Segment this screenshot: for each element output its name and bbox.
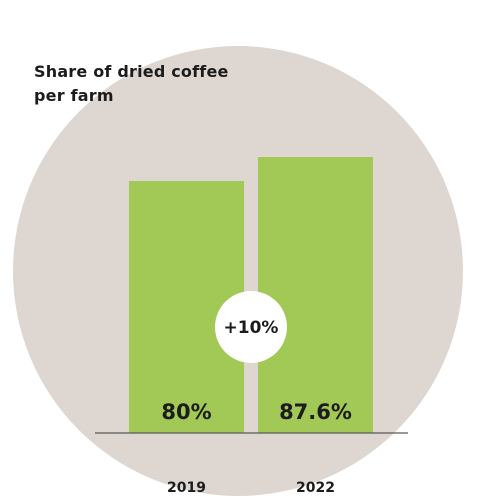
x-tick-labels: 2019 2022 — [167, 480, 335, 496]
chart-title-line-2: per farm — [34, 86, 114, 105]
change-badge: +10% — [215, 291, 287, 363]
x-tick-label-2019: 2019 — [167, 480, 206, 496]
change-badge-circle — [215, 291, 287, 363]
change-badge-label: +10% — [224, 318, 279, 338]
value-label-2022: 87.6% — [279, 400, 352, 424]
value-label-2019: 80% — [161, 400, 211, 424]
value-labels: 80% 87.6% — [161, 400, 352, 424]
chart-title: Share of dried coffee per farm — [34, 60, 294, 108]
bar-2022 — [258, 157, 373, 433]
x-tick-label-2022: 2022 — [296, 480, 335, 496]
chart-title-line-1: Share of dried coffee — [34, 62, 229, 81]
